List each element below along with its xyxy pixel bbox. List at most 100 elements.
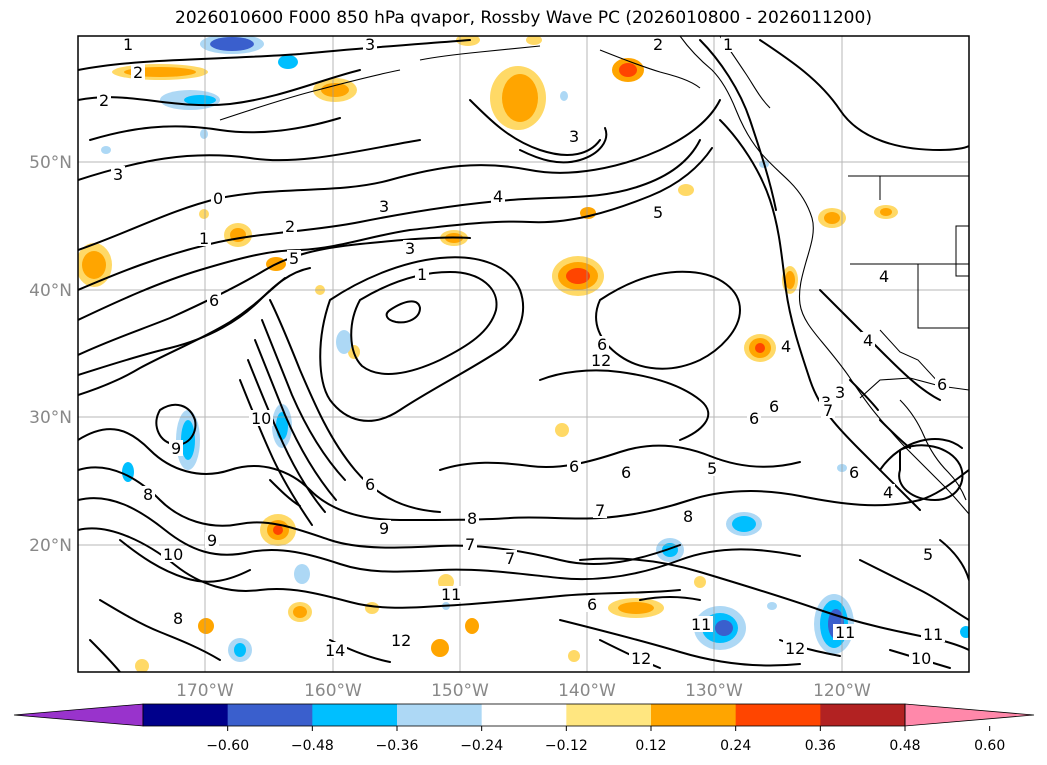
contour-label-bg (111, 166, 125, 182)
contour-label-bg (377, 520, 391, 536)
lat-label-20n: 20°N (29, 536, 72, 556)
contour-label-bg (651, 36, 665, 52)
colorbar-tick-label: −0.24 (460, 738, 503, 754)
contour-label: 2 (99, 91, 109, 110)
contour-label: 7 (823, 401, 833, 420)
contour-label-bg (491, 188, 505, 204)
contour-label: 1 (417, 265, 427, 284)
contour-label-bg (821, 402, 835, 418)
contour-label: 9 (207, 531, 217, 550)
contour-label: 4 (879, 267, 889, 286)
contour-label-bg (169, 440, 183, 456)
contour-label-bg (589, 352, 613, 368)
contour-label-bg (363, 476, 377, 492)
contour-label: 6 (621, 463, 631, 482)
colorbar-extend-high (904, 703, 1035, 727)
colorbar-extend-low (13, 703, 144, 727)
contour-label-bg (921, 626, 945, 642)
contour-label-bg (881, 484, 895, 500)
contour-label-bg (439, 586, 463, 602)
contour-label: 6 (937, 375, 947, 394)
colorbar-segment (735, 704, 821, 726)
contour-label-bg (935, 376, 949, 392)
contour-label: 6 (569, 457, 579, 476)
lon-label-150w: 150°W (431, 681, 489, 701)
contour-label-bg (747, 410, 761, 426)
contour-label-bg (141, 486, 155, 502)
colorbar-tick-label: 0.36 (805, 738, 836, 754)
contour-label: 9 (379, 519, 389, 538)
lon-label-130w: 130°W (685, 681, 743, 701)
contour-label-bg (503, 550, 517, 566)
contour-label: 5 (289, 249, 299, 268)
contour-label: 12 (631, 649, 651, 668)
contour-label: 6 (365, 475, 375, 494)
colorbar-tick-label: −0.60 (206, 738, 249, 754)
contour-label: 6 (769, 397, 779, 416)
colorbar-tick-label: −0.48 (291, 738, 334, 754)
contour-label: 12 (785, 639, 805, 658)
contour-label: 4 (781, 337, 791, 356)
lat-label-50n: 50°N (29, 153, 72, 173)
contour-label-bg (779, 338, 793, 354)
contour-label: 10 (911, 649, 931, 668)
contour-label: 6 (587, 595, 597, 614)
contour-label-bg (861, 332, 875, 348)
contour-label: 3 (405, 239, 415, 258)
map-frame (77, 35, 970, 673)
contour-label: 9 (171, 439, 181, 458)
contour-label: 0 (213, 189, 223, 208)
contour-label-bg (909, 650, 933, 666)
lon-label-120w: 120°W (813, 681, 871, 701)
contour-label: 11 (835, 623, 855, 642)
colorbar-tick-label: −0.36 (376, 738, 419, 754)
contour-label-bg (171, 610, 185, 626)
contour-label: 2 (653, 35, 663, 54)
contour-label-bg (689, 616, 713, 632)
contour-label: 3 (365, 35, 375, 54)
graticule (78, 36, 969, 672)
contour-label: 1 (199, 229, 209, 248)
contour-label-bg (197, 230, 211, 246)
colorbar: −0.60 −0.48 −0.36 −0.24 −0.12 0.12 0.24 0.36 0.4… (13, 703, 1035, 754)
contour-label: 10 (251, 409, 271, 428)
colorbar-tick-label: 0.12 (635, 738, 666, 754)
colorbar-segment (143, 704, 229, 726)
lon-label-170w: 170°W (176, 681, 234, 701)
contour-label: 3 (569, 127, 579, 146)
contour-label: 5 (923, 545, 933, 564)
contour-label-bg (567, 128, 581, 144)
lon-label-140w: 140°W (558, 681, 616, 701)
contour-label-bg (97, 92, 111, 108)
colorbar-tick-label: 0.24 (720, 738, 751, 754)
contour-label-bg (629, 650, 653, 666)
political-borders (848, 175, 969, 385)
map-title: 2026010600 F000 850 hPa qvapor, Rossby W… (175, 8, 872, 28)
contour-label-bg (463, 536, 477, 552)
lat-label-40n: 40°N (29, 281, 72, 301)
contour-label-bg (207, 292, 221, 308)
contour-label: 1 (723, 35, 733, 54)
contour-label: 7 (505, 549, 515, 568)
contour-label: 5 (653, 203, 663, 222)
contour-label: 3 (379, 197, 389, 216)
contour-label: 6 (749, 409, 759, 428)
contour-label: 11 (923, 625, 943, 644)
contour-label-bg (567, 458, 581, 474)
contour-label: 8 (467, 509, 477, 528)
longitude-axis: 170°W 160°W 150°W 140°W 130°W 120°W (176, 681, 871, 701)
contour-label: 6 (597, 335, 607, 354)
contour-label-bg (465, 510, 479, 526)
contour-lines (78, 39, 969, 672)
contour-label-bg (705, 460, 719, 476)
contour-label-bg (403, 240, 417, 256)
contour-label: 5 (707, 459, 717, 478)
colorbar-tick-label: 0.60 (974, 738, 1005, 754)
contour-label-bg (415, 266, 429, 282)
contour-label: 7 (465, 535, 475, 554)
contour-label: 14 (325, 641, 345, 660)
contour-label-bg (921, 546, 935, 562)
colorbar-tick-label: 0.48 (889, 738, 920, 754)
